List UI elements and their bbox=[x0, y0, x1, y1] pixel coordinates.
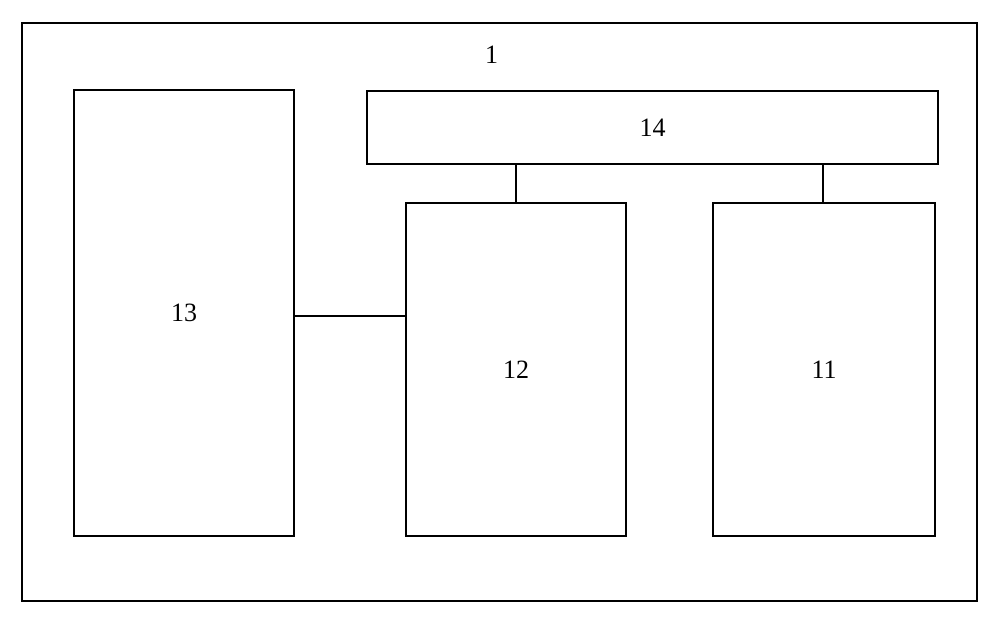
block-13: 13 bbox=[73, 89, 295, 537]
connector-13-12 bbox=[295, 315, 405, 317]
connector-14-12 bbox=[515, 165, 517, 202]
block-14: 14 bbox=[366, 90, 939, 165]
block-13-label: 13 bbox=[171, 298, 197, 328]
block-11-label: 11 bbox=[811, 355, 836, 385]
block-12: 12 bbox=[405, 202, 627, 537]
outer-label: 1 bbox=[485, 40, 498, 70]
block-12-label: 12 bbox=[503, 355, 529, 385]
connector-14-11 bbox=[822, 165, 824, 202]
block-14-label: 14 bbox=[640, 113, 666, 143]
block-11: 11 bbox=[712, 202, 936, 537]
